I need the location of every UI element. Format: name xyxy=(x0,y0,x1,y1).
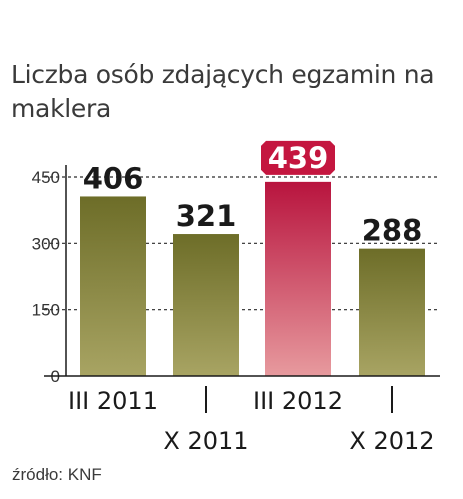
highlight-label-badge xyxy=(261,140,335,175)
chart-title: Liczba osób zdających egzamin na maklera xyxy=(11,60,435,123)
y-tick-label: 150 xyxy=(32,301,60,320)
bar-iii-2012 xyxy=(265,181,331,376)
value-label: 439 xyxy=(268,141,329,175)
x-tick-label: III 2011 xyxy=(68,387,158,415)
x-tick-label: X 2011 xyxy=(163,427,248,455)
y-tick-label: 450 xyxy=(32,168,60,187)
axes: 0150300450 xyxy=(32,165,440,413)
value-label: 406 xyxy=(83,161,144,195)
bar-x-2012 xyxy=(359,248,425,376)
x-tick-label: III 2012 xyxy=(253,387,343,415)
bar-x-2011 xyxy=(173,234,239,376)
source-note: źródło: KNF xyxy=(12,465,102,484)
bars xyxy=(80,181,425,376)
bar-iii-2011 xyxy=(80,196,146,376)
value-label: 321 xyxy=(176,199,237,233)
value-label: 288 xyxy=(362,214,423,248)
y-tick-label: 300 xyxy=(32,234,60,253)
x-tick-label: X 2012 xyxy=(349,427,434,455)
